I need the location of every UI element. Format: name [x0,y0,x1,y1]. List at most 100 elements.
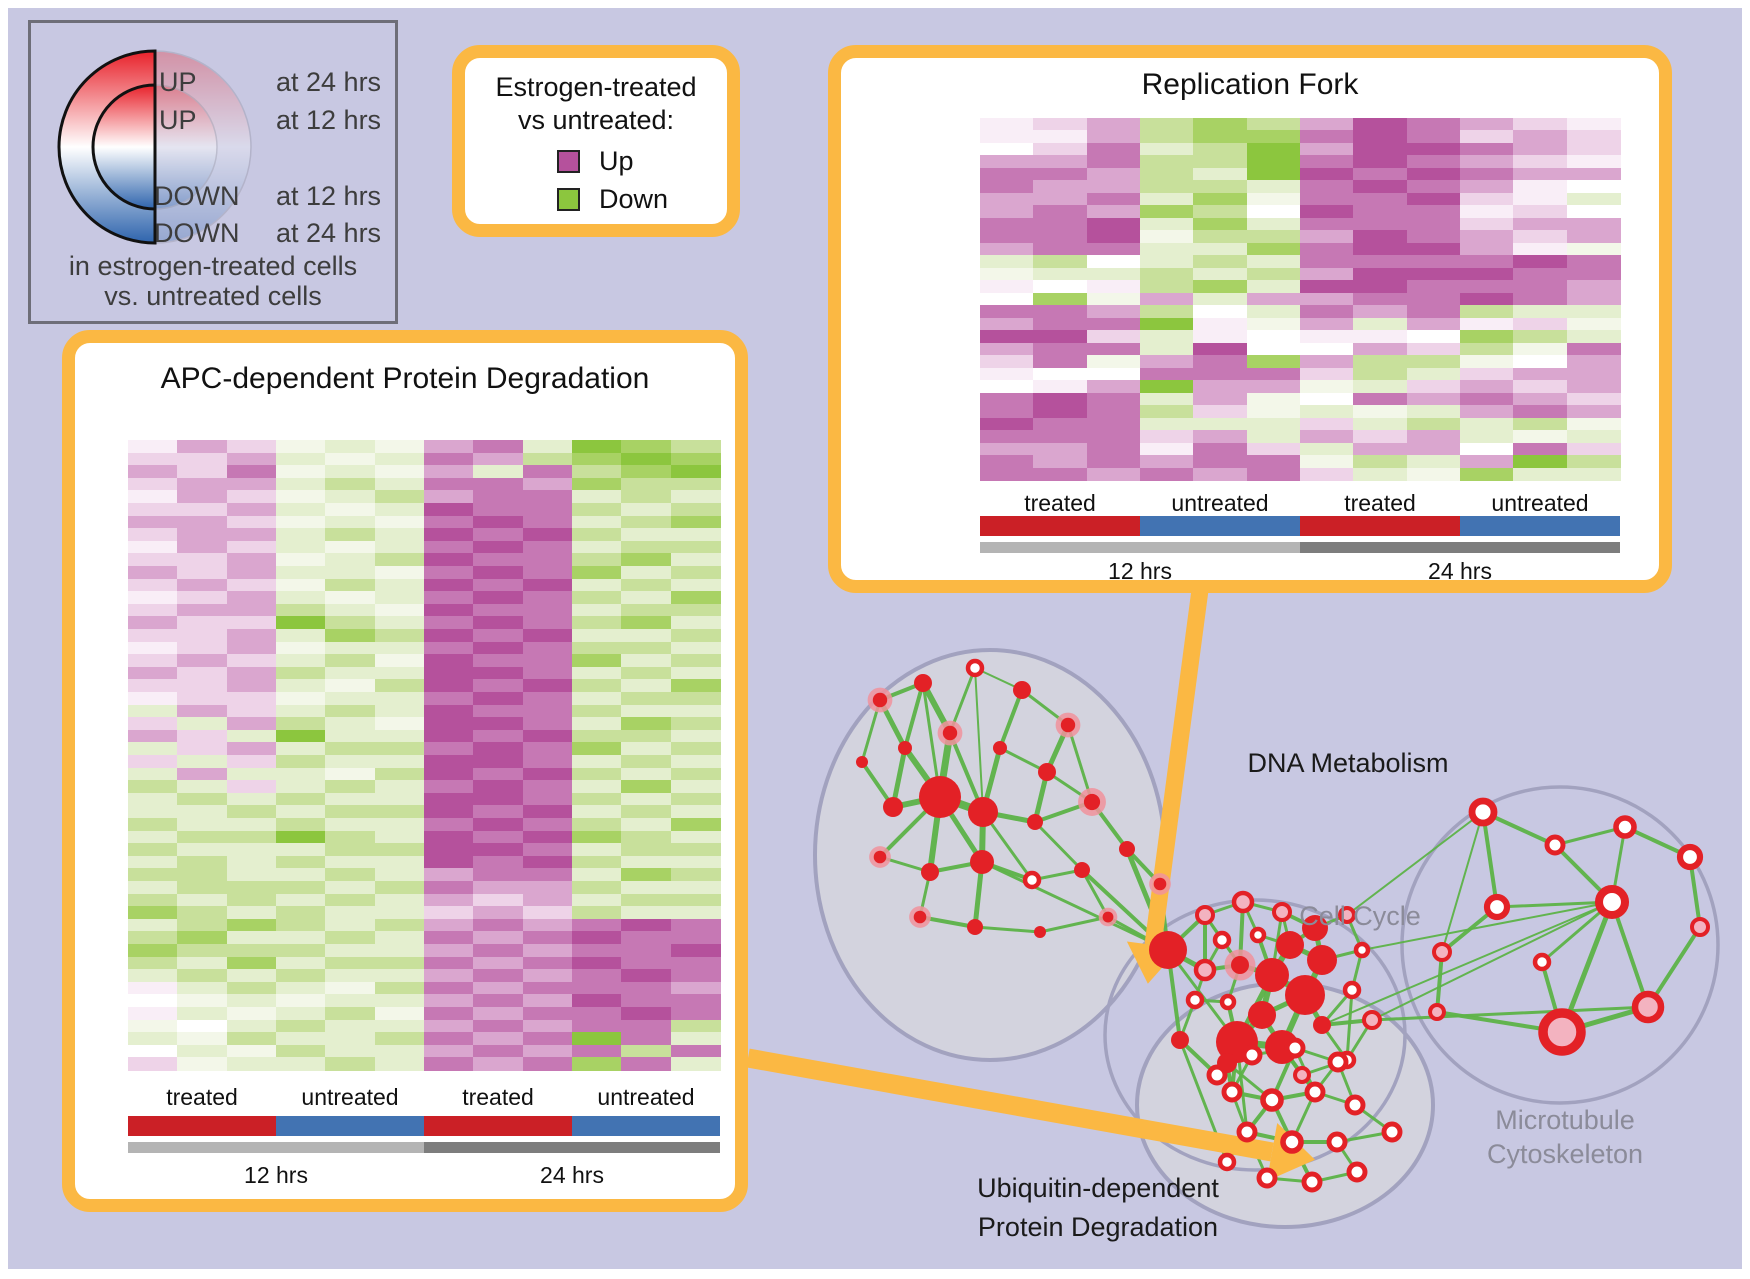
network-node-solid [1217,1053,1237,1073]
heatmap-cell [1193,392,1248,406]
heatmap-cell [1460,280,1514,294]
heatmap-cell [325,767,376,781]
heatmap-cell [1246,130,1301,144]
replication-fork-title: Replication Fork [1141,68,1359,101]
heatmap-cell [572,553,622,567]
network-node-white-center [1256,1167,1278,1189]
heatmap-cell [572,490,622,504]
heatmap-cell [1193,305,1248,319]
heatmap-cell [473,440,524,454]
network-edge [1435,950,1444,1014]
heatmap-cell [572,477,622,491]
heatmap-cell [1193,430,1248,444]
heatmap-cell [1140,130,1194,144]
heatmap-cell [1353,255,1408,269]
ubiquitin-label-line2: Protein Degradation [977,1212,1219,1242]
heatmap-cell [276,830,326,844]
heatmap-cell [374,906,425,920]
heatmap-cell [1033,205,1088,219]
heatmap-cell [1460,330,1514,344]
heatmap-cell [325,666,376,680]
heatmap-cell [1033,455,1088,469]
heatmap-cell [1353,380,1408,394]
heatmap-cell [572,818,622,832]
heatmap-cell [374,1019,425,1033]
down-label: Down [599,184,669,214]
heatmap-cell [473,490,524,504]
heatmap-cell [670,616,721,630]
heatmap-cell [670,742,721,756]
heatmap-cell [522,855,573,869]
heatmap-cell [473,893,524,907]
heatmap-cell [276,641,326,655]
heatmap-cell [1406,455,1461,469]
heatmap-cell [374,944,425,958]
heatmap-cell [276,528,326,542]
heatmap-cell [1086,317,1141,331]
heatmap-cell [226,1019,277,1033]
heatmap-cell [226,578,277,592]
heatmap-cell [1406,230,1461,244]
heatmap-cell [128,755,178,769]
heatmap-cell [1566,342,1621,356]
heatmap-cell [621,704,672,718]
heatmap-cell [572,944,622,958]
heatmap-cell [1406,255,1461,269]
heatmap-cell [325,465,376,479]
heatmap-cell [473,906,524,920]
heatmap-cell [128,805,178,819]
heatmap-cell [621,578,672,592]
heatmap-cell [1140,192,1194,206]
heatmap-cell [276,906,326,920]
heatmap-cell [473,1057,524,1071]
heatmap-cell [1086,118,1141,132]
network-node-solid [856,756,868,768]
heatmap-cell [128,1044,178,1058]
heatmap-cell [1140,255,1194,269]
heatmap-cell [424,528,474,542]
heatmap-cell [1140,142,1194,157]
heatmap-cell [1193,317,1248,331]
heatmap-cell [1513,417,1568,431]
heatmap-cell [226,868,277,882]
network-node-solid [1285,975,1325,1015]
heatmap-cell [522,603,573,617]
heatmap-cell [1513,255,1568,269]
heatmap-cell [522,704,573,718]
heatmap-cell [1353,392,1408,406]
heatmap-cell [1033,130,1088,144]
heatmap-cell [177,490,228,504]
heatmap-cell [1140,118,1194,132]
heatmap-cell [1086,430,1141,444]
heatmap-cell [621,855,672,869]
heatmap-cell [1300,130,1354,144]
heatmap-cell [621,616,672,630]
heatmap-cell [424,1032,474,1046]
heatmap-cell [1033,118,1088,132]
heatmap-cell [621,717,672,731]
heatmap-cell [621,666,672,680]
heatmap-cell [128,616,178,630]
heatmap-cell [980,405,1034,419]
heatmap-cell [276,881,326,895]
heatmap-cell [1460,217,1514,231]
heatmap-cell [1460,142,1514,157]
heatmap-cell [1406,442,1461,456]
heatmap-cell [1033,392,1088,406]
heatmap-cell [473,868,524,882]
heatmap-cell [473,578,524,592]
network-edge [980,860,1170,952]
heatmap-cell [1086,330,1141,344]
network-node-solid [1013,681,1031,699]
heatmap-cell [1140,230,1194,244]
heatmap-cell [374,729,425,743]
heatmap-cell [374,755,425,769]
heatmap-cell [1353,430,1408,444]
heatmap-cell [1246,155,1301,169]
heatmap-cell [522,956,573,970]
heatmap-cell [1353,455,1408,469]
heatmap-cell [572,918,622,932]
heatmap-cell [177,629,228,643]
heatmap-cell [1300,167,1354,181]
network-node-solid [1248,1001,1276,1029]
